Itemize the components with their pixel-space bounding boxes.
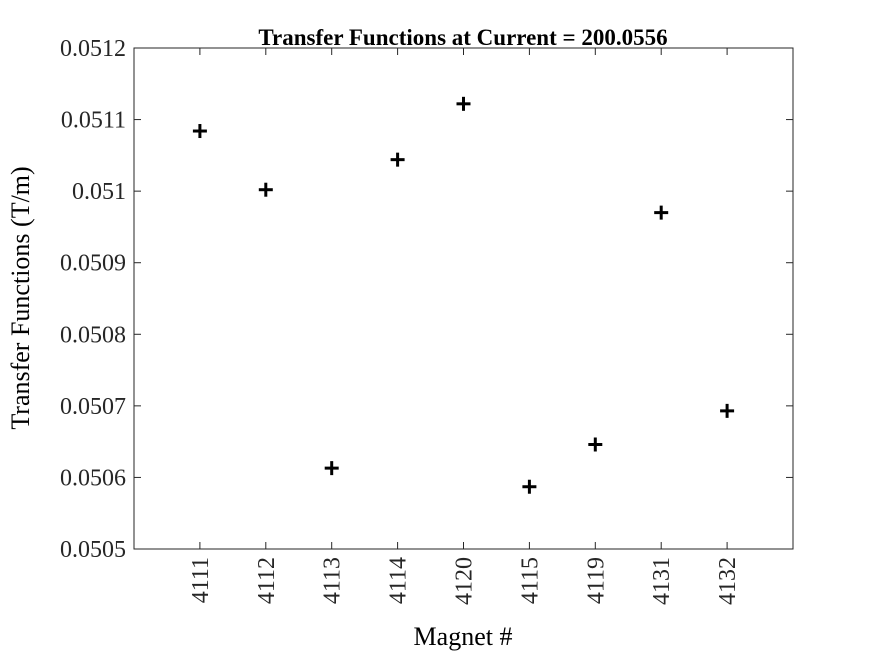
x-tick-label: 4114 — [386, 557, 412, 604]
data-point-4114 — [390, 152, 405, 167]
x-tick-label: 4112 — [254, 557, 280, 604]
data-point-4119 — [588, 437, 603, 452]
data-point-4113 — [324, 461, 339, 476]
y-tick-label: 0.0509 — [60, 251, 126, 277]
x-tick-label: 4132 — [715, 557, 741, 605]
x-axis-label: Magnet # — [414, 622, 513, 651]
x-tick-label: 4120 — [452, 557, 478, 605]
data-point-4132 — [720, 403, 735, 418]
data-point-4111 — [192, 124, 207, 139]
y-tick-label: 0.0512 — [60, 36, 126, 62]
y-tick-label: 0.051 — [72, 179, 126, 205]
y-axis-label: Transfer Functions (T/m) — [6, 166, 35, 429]
data-point-4120 — [456, 96, 471, 111]
y-tick-label: 0.0506 — [60, 465, 126, 491]
x-tick-label: 4111 — [188, 557, 214, 603]
y-tick-label: 0.0505 — [60, 537, 126, 563]
data-point-4112 — [258, 182, 273, 197]
data-point-4115 — [522, 479, 537, 494]
y-tick-label: 0.0511 — [61, 108, 126, 134]
plot-area — [133, 47, 794, 550]
x-tick-label: 4131 — [649, 557, 675, 605]
x-tick-label: 4115 — [517, 557, 543, 604]
x-tick-label: 4119 — [583, 557, 609, 604]
y-tick-label: 0.0507 — [60, 394, 126, 420]
chart-title: Transfer Functions at Current = 200.0556 — [258, 25, 667, 50]
data-point-4131 — [654, 205, 669, 220]
x-tick-label: 4113 — [320, 557, 346, 604]
y-tick-label: 0.0508 — [60, 322, 126, 348]
